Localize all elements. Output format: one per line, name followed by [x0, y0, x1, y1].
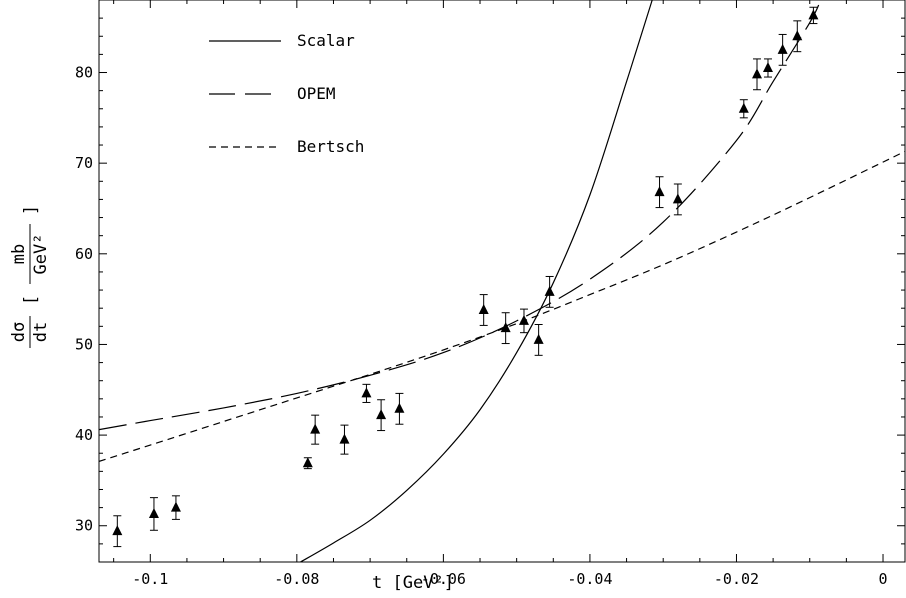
data-point	[302, 457, 313, 470]
data-point	[478, 294, 489, 326]
y-tick-label: 40	[75, 426, 93, 444]
y-tick-label: 30	[75, 517, 93, 535]
series-layer	[99, 0, 905, 562]
triangle-marker	[500, 322, 511, 333]
data-point	[738, 99, 749, 119]
triangle-marker	[751, 68, 762, 79]
plot-frame	[98, 0, 906, 563]
series-line-opem	[99, 0, 822, 431]
data-point	[112, 515, 123, 548]
triangle-marker	[310, 423, 321, 434]
triangle-marker	[302, 457, 313, 468]
legend-label-bertsch: Bertsch	[297, 137, 364, 156]
data-point	[792, 20, 803, 53]
legend-label-scalar: Scalar	[297, 31, 355, 50]
y-tick-label: 50	[75, 335, 93, 353]
triangle-marker	[394, 402, 405, 413]
data-point	[777, 33, 788, 66]
triangle-marker	[777, 43, 788, 54]
x-tick-label: -0.04	[567, 570, 612, 588]
triangle-marker	[654, 186, 665, 197]
data-point	[762, 58, 773, 78]
data-point	[672, 183, 683, 216]
data-point	[751, 58, 762, 91]
triangle-marker	[792, 30, 803, 41]
data-point	[148, 497, 159, 531]
y-label-prefix-denominator: dt	[31, 322, 51, 342]
data-point	[518, 308, 529, 334]
x-tick-label: -0.1	[132, 570, 168, 588]
triangle-marker	[170, 501, 181, 512]
data-point	[361, 383, 372, 403]
series-line-bertsch	[99, 150, 905, 462]
triangle-marker	[478, 304, 489, 315]
y-tick-label: 80	[75, 64, 93, 82]
triangle-marker	[518, 314, 529, 325]
x-tick-label: -0.02	[714, 570, 759, 588]
triangle-marker	[762, 61, 773, 72]
data-point	[170, 495, 181, 520]
triangle-marker	[361, 387, 372, 398]
series-line-scalar	[300, 0, 653, 562]
x-axis-label: t [GeV²]	[372, 573, 454, 593]
tick-labels: -0.1 -0.08 -0.06 -0.04 -0.02 0 30 40 50 60 70 80	[75, 64, 888, 588]
x-tick-label: 0	[879, 570, 888, 588]
data-points-layer	[112, 6, 819, 548]
data-point	[500, 312, 511, 345]
axis-ticks	[99, 0, 905, 563]
x-tick-label: -0.06	[421, 570, 466, 588]
legend: Scalar OPEM Bertsch	[209, 31, 364, 156]
triangle-marker	[339, 433, 350, 444]
data-point	[310, 414, 321, 445]
y-label-unit-denominator: GeV²	[31, 234, 51, 275]
data-point	[544, 275, 555, 308]
data-point	[376, 399, 387, 432]
y-label-close-bracket: ]	[21, 205, 41, 215]
y-label-unit-numerator: mb	[9, 244, 29, 264]
triangle-marker	[533, 333, 544, 344]
y-axis-label: dσ dt [ mb GeV² ]	[9, 205, 51, 348]
triangle-marker	[544, 285, 555, 296]
x-tick-label: -0.08	[274, 570, 319, 588]
y-tick-label: 70	[75, 154, 93, 172]
triangle-marker	[808, 9, 819, 20]
triangle-marker	[112, 525, 123, 536]
y-label-prefix-numerator: dσ	[9, 322, 29, 342]
y-label-open-bracket: [	[21, 295, 41, 305]
data-point	[654, 176, 665, 209]
data-point	[533, 324, 544, 356]
legend-label-opem: OPEM	[297, 84, 336, 103]
triangle-marker	[672, 193, 683, 204]
data-point	[339, 424, 350, 455]
triangle-marker	[148, 507, 159, 518]
data-point	[808, 6, 819, 25]
triangle-marker	[738, 102, 749, 113]
data-point	[394, 392, 405, 425]
triangle-marker	[376, 409, 387, 420]
y-tick-label: 60	[75, 245, 93, 263]
